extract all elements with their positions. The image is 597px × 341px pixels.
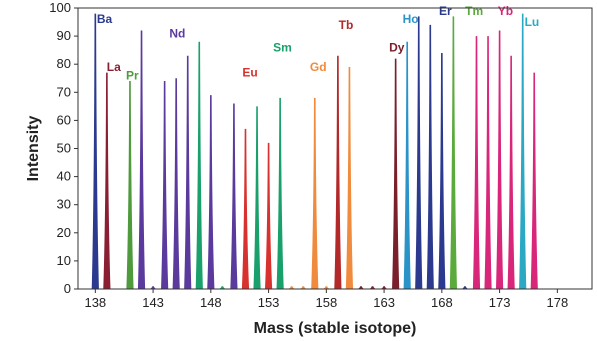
element-label-lu: Lu [525,15,540,29]
y-tick-label: 90 [57,28,71,43]
element-label-eu: Eu [242,66,257,80]
peak-nd [137,30,146,289]
y-tick-label: 50 [57,141,71,156]
element-label-tb: Tb [339,18,354,32]
peak-tm [449,16,457,290]
x-tick-label: 168 [431,295,453,310]
x-tick-label: 138 [84,295,106,310]
peak-eu [264,142,273,289]
x-tick-label: 153 [258,295,280,310]
y-tick-label: 0 [64,281,71,296]
element-label-dy: Dy [389,40,405,54]
element-label-tm: Tm [465,4,483,18]
x-tick-label: 163 [373,295,395,310]
element-label-er: Er [439,4,452,18]
peak-gd [345,67,354,289]
y-tick-label: 30 [57,197,71,212]
peak-sm [253,106,261,289]
x-tick-label: 178 [546,295,568,310]
element-label-nd: Nd [169,26,185,40]
isotope-peaks [91,13,538,290]
plot-frame [77,7,593,290]
peak-er [426,24,434,290]
peak-dy [368,286,377,289]
element-label-yb: Yb [498,4,513,18]
peak-er [438,52,446,290]
peak-gd [322,286,330,289]
peak-dy [392,58,400,289]
element-label-pr: Pr [126,68,139,82]
element-label-ba: Ba [97,12,113,26]
peak-yb [472,36,481,289]
y-tick-label: 100 [49,0,71,15]
peak-sm [195,41,203,289]
element-labels: Ba La Pr Nd Sm Eu Gd Tb Dy Ho Er Tm Yb Lu [97,4,539,83]
y-tick-label: 10 [57,253,71,268]
peak-sm [276,97,284,289]
peak-dy [357,286,365,289]
peak-sm [218,286,226,289]
x-tick-label: 143 [142,295,164,310]
y-tick-label: 70 [57,84,71,99]
y-tick-label: 80 [57,56,71,71]
peak-er [415,16,423,290]
x-axis-title: Mass (stable isotope) [254,320,417,337]
peak-yb [530,72,538,289]
y-axis-ticks: 0 10 20 30 40 50 60 70 80 90 100 [49,0,78,296]
element-label-gd: Gd [310,60,327,74]
peak-nd [184,55,192,289]
peak-nd [149,286,157,289]
peak-ba [91,13,99,290]
x-tick-label: 158 [315,295,337,310]
peak-nd [172,78,180,289]
x-tick-label: 148 [200,295,222,310]
element-label-sm: Sm [273,40,292,54]
peak-lu [519,13,527,290]
y-tick-label: 20 [57,225,71,240]
peak-nd [230,103,238,289]
peak-gd [299,286,307,289]
y-tick-label: 60 [57,112,71,127]
peak-gd [288,286,296,289]
peak-nd [161,81,169,289]
x-axis-ticks: 138 143 148 153 158 163 168 173 178 [84,289,568,310]
peak-yb [507,55,515,289]
peak-yb [484,36,492,289]
peak-eu [241,128,250,289]
element-label-ho: Ho [403,12,419,26]
peak-tb [334,55,342,289]
y-tick-label: 40 [57,169,71,184]
peak-er [461,286,469,289]
y-axis-title: Intensity [25,116,42,182]
x-tick-label: 173 [489,295,511,310]
peak-nd [207,95,215,289]
peak-yb [495,30,504,289]
peak-pr [126,81,134,289]
peak-dy [380,286,388,289]
peak-gd [311,97,319,289]
element-label-la: La [107,60,121,74]
peak-la [103,72,111,289]
peak-ho [403,41,411,289]
